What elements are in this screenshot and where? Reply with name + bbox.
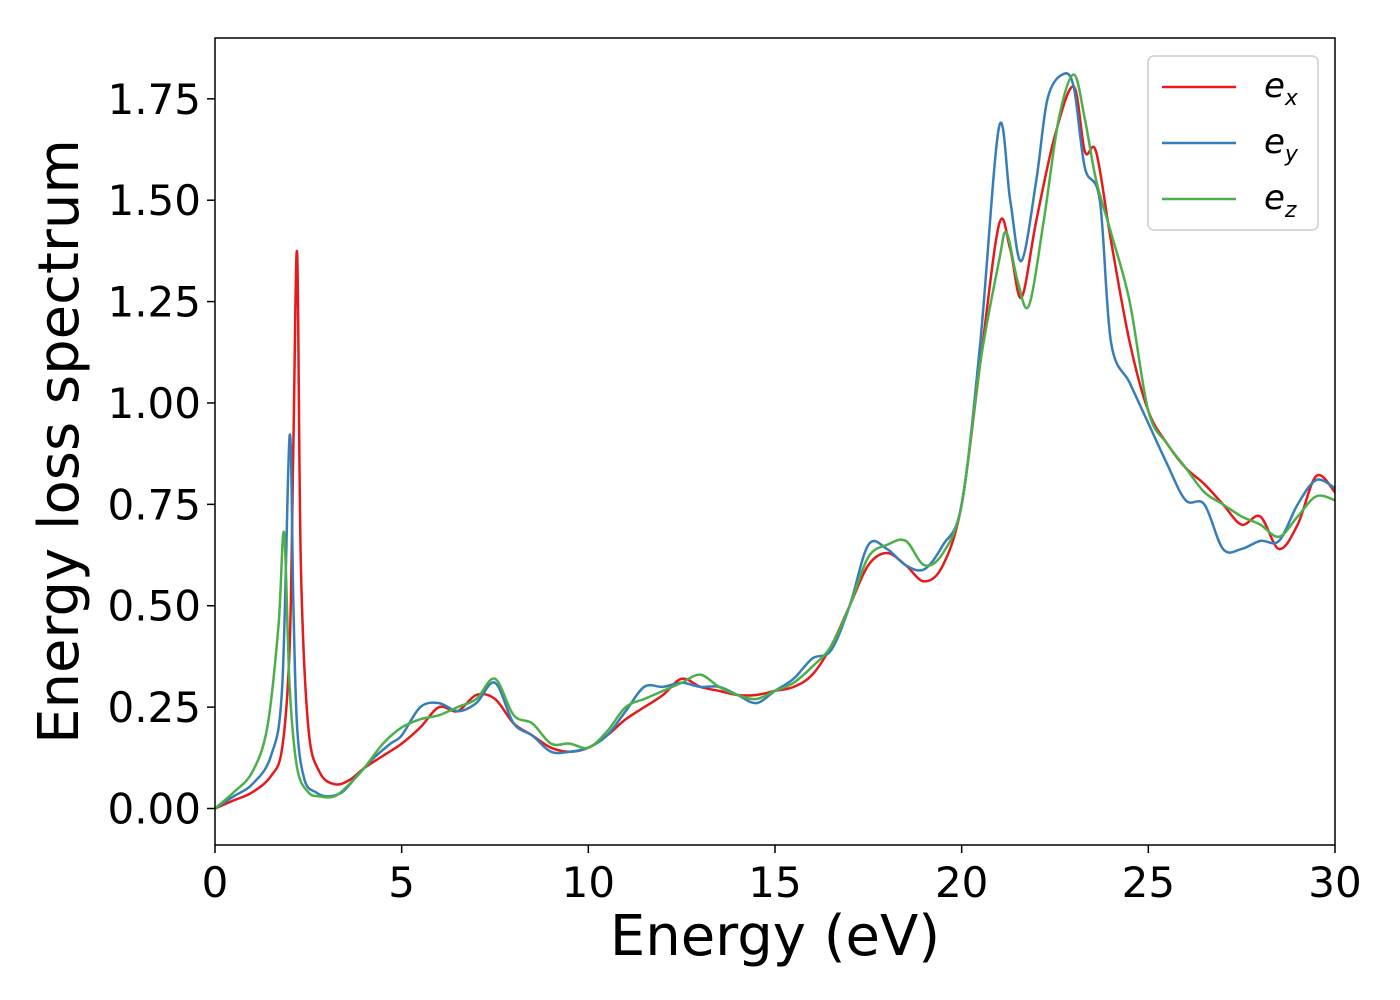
x-tick-label: 10 [562, 858, 615, 907]
x-tick-label: 5 [388, 858, 415, 907]
x-tick-label: 20 [935, 858, 988, 907]
tick-layer: 0 5 10 15 20 25 30 0.00 0.25 0.50 0.75 1.00 1.25 1.50… [107, 75, 1361, 907]
series-line-z [215, 73, 1335, 810]
x-tick-label: 25 [1122, 858, 1175, 907]
y-tick-label: 0.25 [107, 683, 201, 732]
y-tick-label: 0.75 [107, 480, 201, 529]
legend-label-subscript: y [1284, 142, 1299, 167]
y-tick-label: 0.50 [107, 582, 201, 631]
y-tick-label: 1.00 [107, 379, 201, 428]
y-tick-label: 1.50 [107, 176, 201, 225]
legend-label-y: ey [1264, 122, 1299, 167]
x-tick-label: 15 [748, 858, 801, 907]
legend-label-z: ez [1264, 178, 1297, 223]
y-tick-label: 1.75 [107, 75, 201, 124]
y-tick-label: 0.00 [107, 785, 201, 834]
legend-label-base: e [1264, 66, 1285, 106]
legend-label-base: e [1264, 122, 1285, 162]
legend-label-subscript: x [1284, 86, 1299, 111]
x-tick-label: 0 [202, 858, 229, 907]
x-axis-title: Energy (eV) [610, 904, 940, 969]
series-layer [215, 72, 1335, 810]
y-axis-title: Energy loss spectrum [27, 139, 92, 744]
legend-label-subscript: z [1284, 198, 1297, 223]
x-tick-label: 30 [1308, 858, 1361, 907]
legend-label-x: ex [1264, 66, 1299, 111]
y-tick-label: 1.25 [107, 278, 201, 327]
legend-label-base: e [1264, 178, 1285, 218]
